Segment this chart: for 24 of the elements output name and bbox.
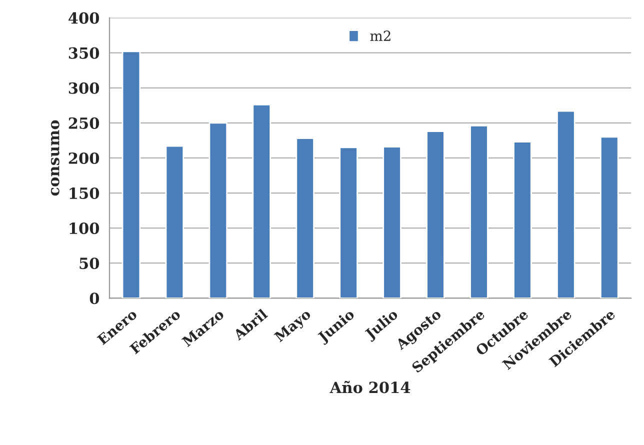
bar	[556, 110, 576, 298]
y-tick-label: 250	[68, 117, 100, 129]
y-tick-label: 200	[68, 152, 100, 164]
y-tick-label: 300	[68, 82, 100, 94]
y-tick-label: 50	[80, 258, 100, 270]
y-tick-label: 350	[68, 47, 100, 59]
y-axis-title: consumo	[50, 120, 60, 196]
bar	[296, 138, 314, 298]
y-tick-label: 150	[70, 187, 100, 200]
y-tick-label: 400	[68, 12, 100, 24]
bar	[208, 122, 228, 298]
bar	[470, 125, 488, 298]
bar	[165, 145, 184, 298]
x-axis-title: Año 2014	[330, 380, 410, 394]
bar	[382, 146, 402, 298]
y-tick-label: 0	[90, 292, 100, 304]
bar	[339, 146, 358, 298]
y-tick-label: 100	[70, 222, 100, 234]
bar	[252, 104, 272, 298]
bar	[426, 130, 445, 298]
bar	[122, 50, 141, 298]
bar	[513, 141, 532, 298]
bar	[600, 136, 619, 298]
legend-label: m2	[370, 30, 390, 41]
